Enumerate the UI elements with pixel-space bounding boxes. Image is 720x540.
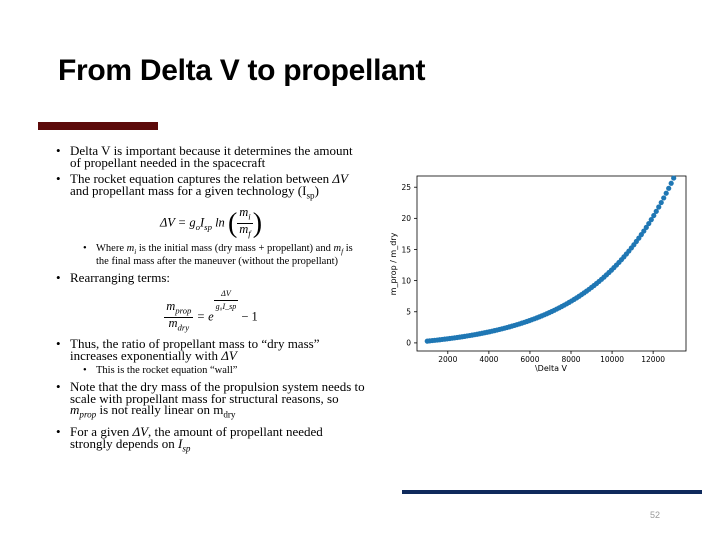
rocket-equation: ΔV = goIsp ln (mi mf) — [56, 204, 366, 240]
x-tick-label: 10000 — [600, 355, 624, 364]
eq-sub: prop — [175, 305, 192, 316]
bullet-text: is the initial mass (dry mass + propella… — [136, 242, 334, 254]
exponent-fraction: ΔV g₀I_sp — [213, 288, 239, 312]
title-accent-bar — [38, 122, 158, 130]
y-axis-ticks: 0 5 10 15 20 25 — [401, 183, 417, 348]
slide-content: Delta V is important because it determin… — [56, 143, 366, 460]
bullet-text: is the final mass after the maneuver (wi… — [96, 242, 353, 267]
data-point — [666, 185, 672, 191]
eq-term: ΔV = g — [159, 214, 196, 229]
eq-term: m — [126, 242, 135, 254]
y-tick-label: 0 — [406, 339, 411, 348]
eq-sub: o — [195, 221, 200, 232]
plot-frame — [416, 175, 687, 352]
eq-term: m — [168, 316, 178, 331]
eq-term: m — [239, 204, 249, 219]
data-point — [658, 199, 664, 206]
eq-term: m — [333, 242, 342, 254]
bullet-text: ) — [314, 182, 319, 198]
eq-term: m — [166, 299, 176, 314]
paren-close: ) — [252, 207, 263, 239]
delta-v-symbol: ΔV — [132, 424, 149, 440]
eq-term: m — [239, 221, 249, 236]
eq-sub: dry — [223, 409, 236, 420]
data-point — [661, 195, 667, 201]
x-axis-ticks: 2000 4000 6000 8000 10000 12000 — [438, 351, 665, 364]
eq-sub: g₀I_sp — [215, 301, 237, 311]
data-point — [651, 212, 657, 219]
subscript: sp — [306, 190, 315, 201]
y-axis-label: m_prop / m_dry — [389, 232, 398, 295]
bullet-exponential-growth: Thus, the ratio of propellant mass to “d… — [56, 336, 366, 363]
prop-dry-fraction: mprop mdry — [164, 299, 194, 334]
y-tick-label: 5 — [406, 308, 411, 317]
eq-sub: i — [248, 211, 251, 222]
sub-bullet-mass-definitions: Where mi is the initial mass (dry mass +… — [56, 242, 366, 267]
y-tick-label: 10 — [401, 276, 411, 285]
data-point — [646, 220, 652, 227]
data-point — [668, 180, 674, 186]
eq-sub: i — [134, 246, 137, 256]
x-tick-label: 12000 — [641, 355, 665, 364]
bullet-text: The rocket equation captures the relatio… — [70, 171, 333, 186]
eq-sub: dry — [177, 322, 190, 333]
eq-term: I — [177, 435, 183, 451]
bullet-rocket-equation: The rocket equation captures the relatio… — [56, 171, 366, 202]
x-tick-label: 6000 — [520, 355, 539, 364]
data-point — [641, 228, 647, 234]
x-tick-label: 4000 — [479, 355, 498, 364]
scatter-points — [424, 175, 677, 344]
data-point — [671, 175, 677, 181]
y-tick-label: 25 — [401, 183, 411, 192]
eq-term: I — [200, 214, 205, 229]
data-point — [656, 204, 662, 210]
mass-ratio-fraction: mi mf — [237, 204, 253, 240]
footer-bar — [402, 490, 702, 494]
data-point — [653, 208, 659, 214]
bullet-text: Rearranging terms: — [70, 269, 170, 285]
bullet-rearranging: Rearranging terms: — [56, 269, 366, 285]
data-point — [643, 224, 649, 230]
y-tick-label: 15 — [401, 245, 411, 254]
propellant-ratio-equation: mprop mdry = e ΔV g₀I_sp − 1 — [56, 288, 366, 334]
propellant-ratio-chart: 2000 4000 6000 8000 10000 12000 0 5 10 15 20 25 \D… — [389, 175, 687, 373]
eq-term: m — [70, 402, 80, 418]
bullet-dry-mass-scaling: Note that the dry mass of the propulsion… — [56, 379, 366, 421]
bullet-isp-dependence: For a given ΔV, the amount of propellant… — [56, 424, 366, 455]
bullet-text: Delta V is important because it determin… — [70, 143, 353, 170]
eq-sub: sp — [182, 443, 191, 454]
x-axis-label: \Delta V — [535, 364, 568, 373]
eq-term: = e — [193, 309, 214, 324]
bullet-text: This is the rocket equation “wall” — [96, 365, 238, 377]
x-tick-label: 2000 — [438, 355, 457, 364]
bullet-text: Note that the dry mass of the propulsion… — [70, 379, 365, 406]
bullet-text: and propellant mass for a given technolo… — [70, 182, 307, 198]
eq-sub: sp — [204, 221, 212, 232]
paren-open: ( — [227, 207, 238, 239]
bullet-delta-v-importance: Delta V is important because it determin… — [56, 143, 366, 170]
bullet-text: is not really linear on m — [96, 402, 224, 418]
x-tick-label: 8000 — [561, 355, 580, 364]
bullet-text: , the amount of propellant needed strong… — [70, 424, 323, 451]
data-point — [648, 217, 654, 223]
eq-sub: prop — [79, 409, 97, 420]
eq-term: − 1 — [238, 309, 258, 324]
bullet-text: Thus, the ratio of propellant mass to “d… — [70, 336, 320, 363]
delta-v-symbol: ΔV — [221, 347, 237, 363]
bullet-text: Where — [96, 242, 127, 254]
sub-bullet-rocket-wall: This is the rocket equation “wall” — [56, 365, 366, 377]
eq-sub: ΔV — [213, 288, 239, 301]
delta-v-symbol: ΔV — [332, 171, 348, 186]
data-point — [663, 190, 669, 196]
slide-title: From Delta V to propellant — [58, 54, 426, 87]
y-tick-label: 20 — [401, 214, 411, 223]
eq-sub: f — [248, 228, 251, 239]
eq-term: ln — [211, 214, 228, 229]
page-number: 52 — [650, 510, 661, 520]
eq-sub: f — [341, 246, 344, 256]
bullet-text: For a given — [70, 424, 133, 440]
